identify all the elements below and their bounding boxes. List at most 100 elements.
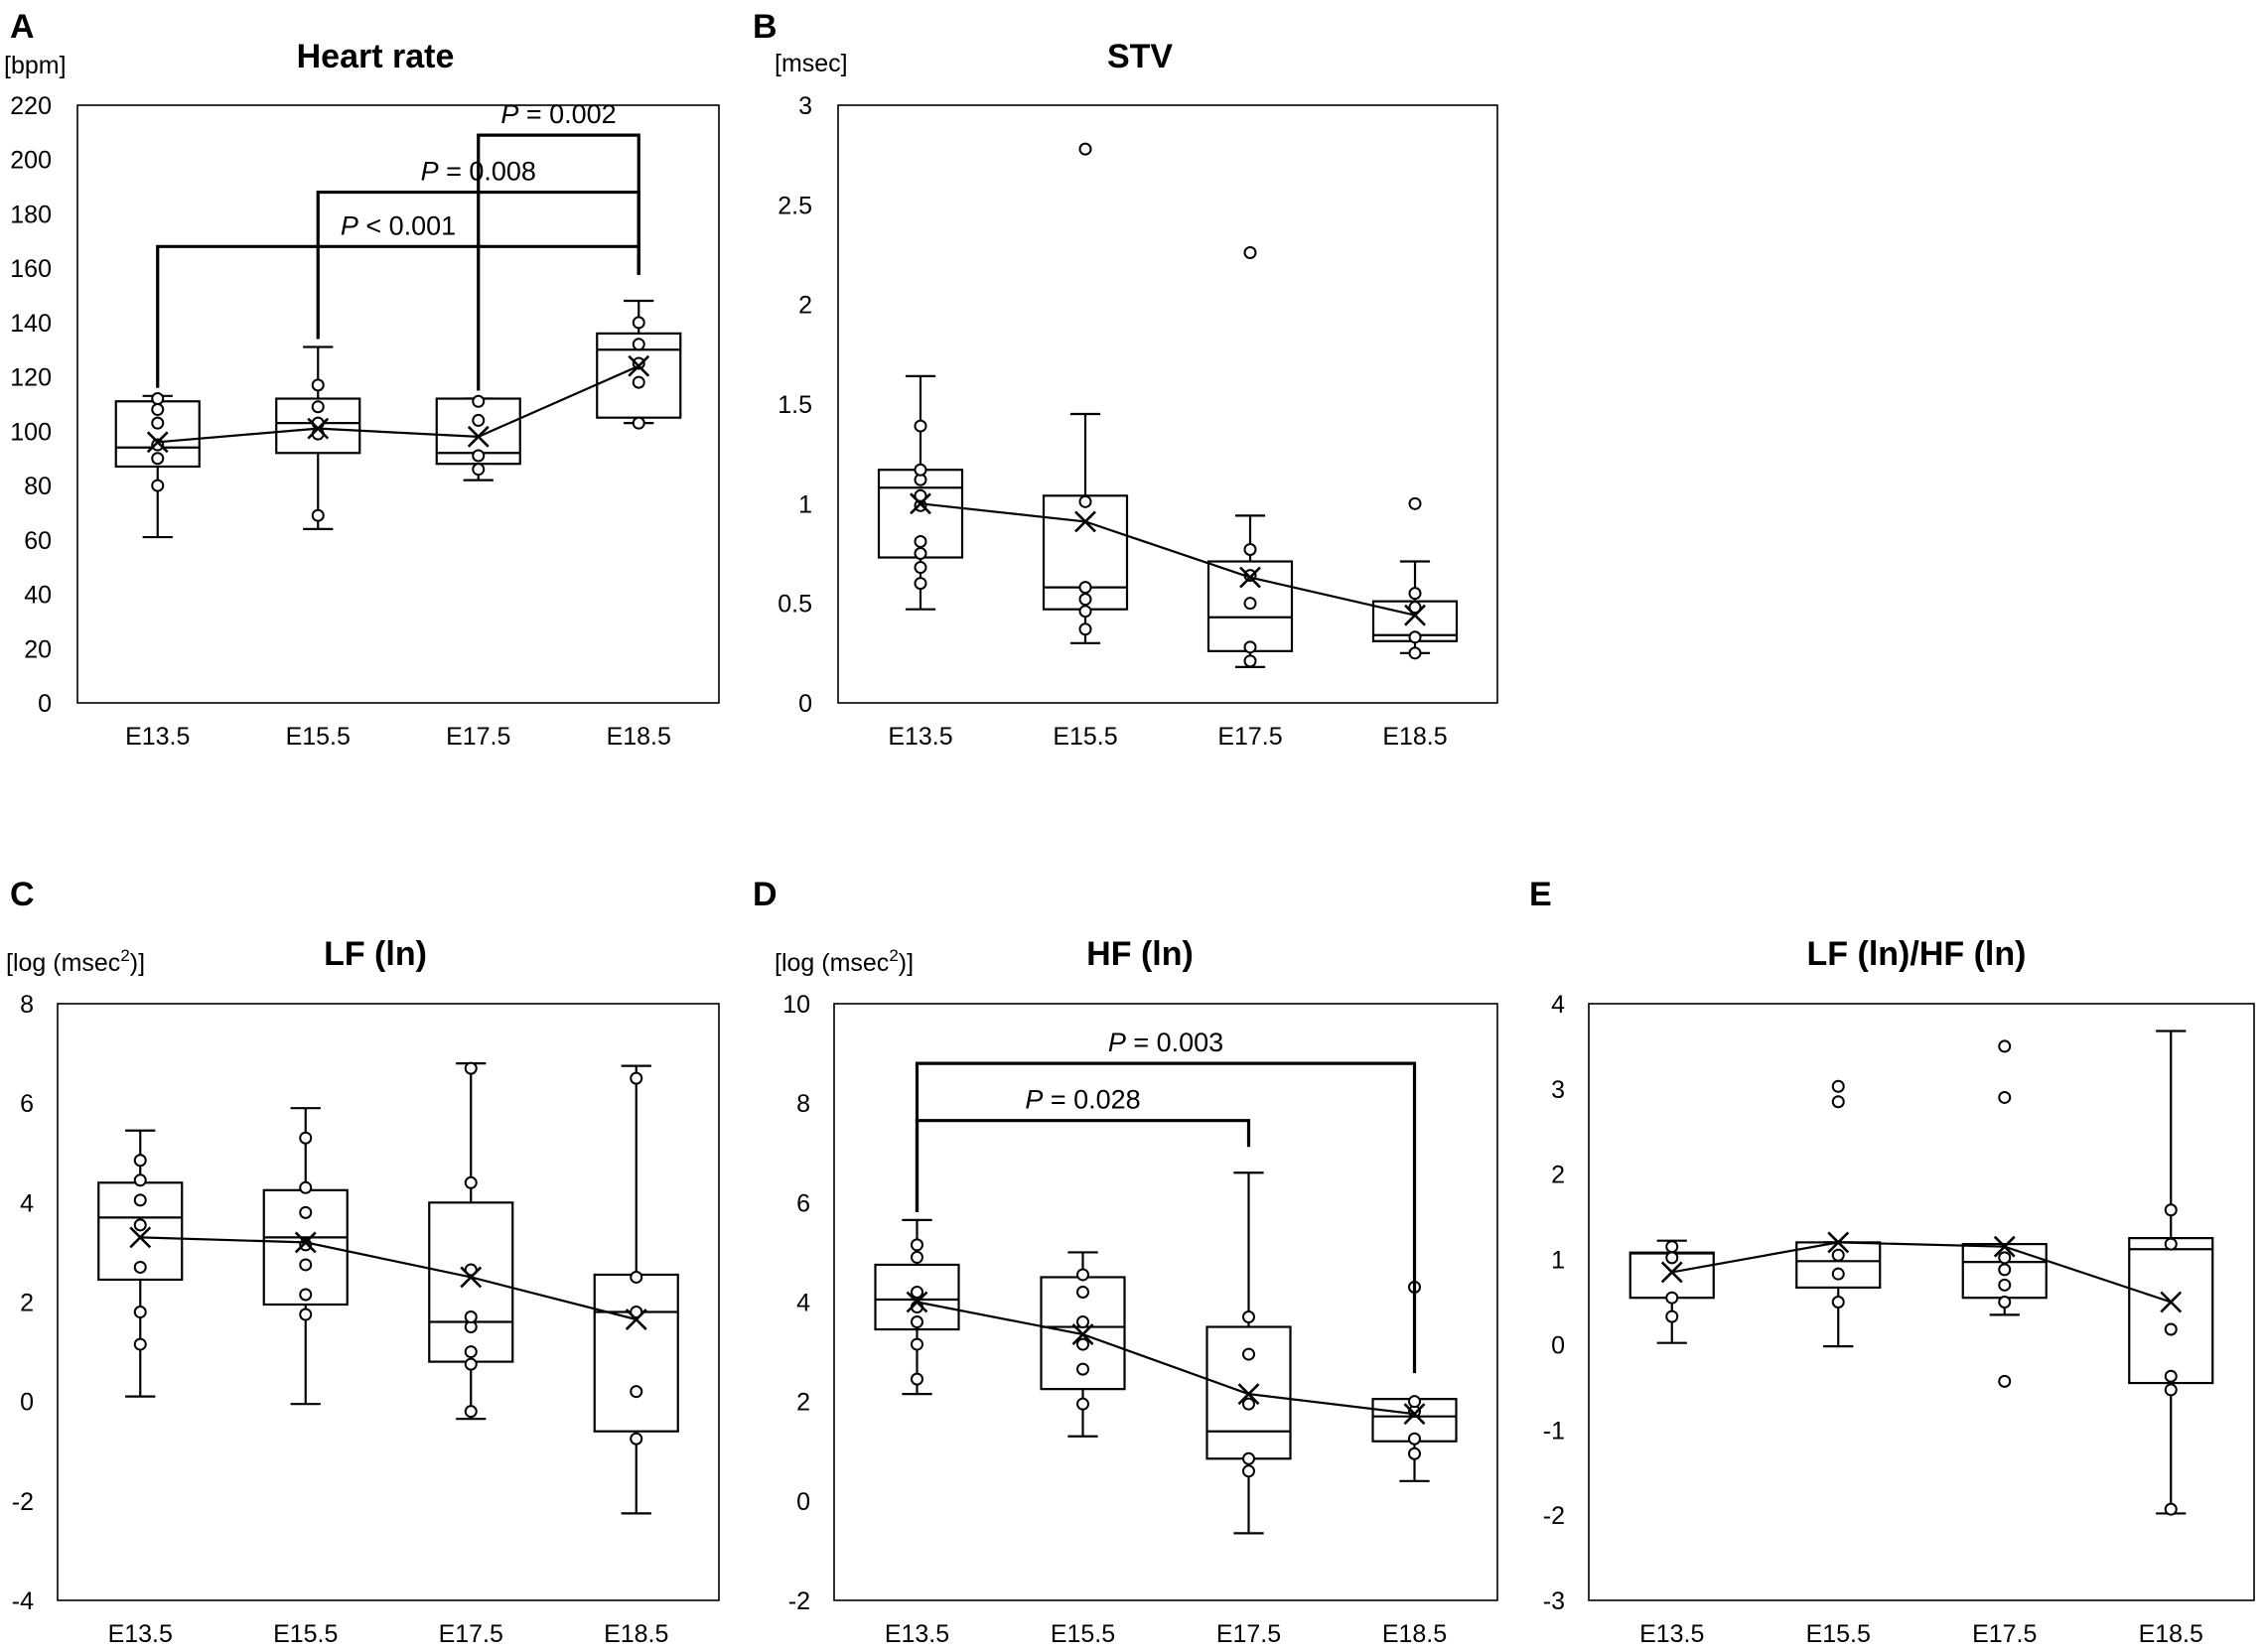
data-point <box>1078 494 1092 508</box>
panel-letter-a: A <box>10 8 35 46</box>
data-point <box>1242 1347 1255 1361</box>
data-point <box>911 1372 923 1386</box>
data-point <box>133 1260 147 1274</box>
y-tick-label: -3 <box>1543 1587 1565 1615</box>
y-axis-label-sup-d: 2 <box>889 946 898 965</box>
y-tick-label: 2 <box>20 1290 34 1317</box>
mean-marker <box>467 425 490 448</box>
data-point <box>311 378 325 392</box>
mean-marker-stroke <box>460 1266 483 1289</box>
y-tick-label: 6 <box>20 1090 34 1118</box>
data-point <box>2164 1383 2178 1397</box>
y-tick-label: 160 <box>10 255 52 283</box>
y-tick-label: 2.5 <box>778 192 812 219</box>
data-point <box>914 577 927 591</box>
p-value-text: = 0.003 <box>1126 1028 1223 1057</box>
data-point <box>299 1180 313 1194</box>
mean-marker <box>1993 1235 2016 1258</box>
x-tick-label: E18.5 <box>607 723 671 751</box>
x-tick-label: E18.5 <box>604 1620 668 1648</box>
mean-marker-stroke <box>294 1231 317 1254</box>
data-point <box>133 1337 147 1351</box>
y-tick-label: 0 <box>1551 1331 1565 1359</box>
data-point <box>1998 1278 2012 1292</box>
box-iqr <box>593 1273 679 1433</box>
mean-marker-stroke <box>2160 1291 2183 1313</box>
data-point <box>1242 1451 1255 1465</box>
data-point <box>911 1250 923 1264</box>
x-tick-label: E17.5 <box>1972 1620 2037 1648</box>
mean-marker <box>1404 604 1426 626</box>
data-point <box>1243 597 1257 611</box>
mean-marker <box>129 1226 152 1249</box>
data-point <box>1242 1310 1255 1324</box>
y-tick-label: 4 <box>20 1189 34 1217</box>
data-point <box>630 1432 643 1446</box>
data-point <box>1831 1248 1845 1262</box>
data-point <box>1408 587 1422 601</box>
y-tick-label: -2 <box>788 1587 810 1615</box>
y-tick-label: 0 <box>796 1488 810 1516</box>
data-point <box>472 413 486 427</box>
y-tick-label: 140 <box>10 310 52 338</box>
p-value-text: = 0.008 <box>439 157 536 187</box>
data-point <box>1665 1251 1679 1265</box>
x-tick-label: E15.5 <box>1053 723 1117 751</box>
plot-area-stv <box>837 104 1498 704</box>
data-point <box>1076 1397 1089 1411</box>
mean-marker <box>910 492 931 515</box>
y-tick-label: 4 <box>796 1290 810 1317</box>
data-point <box>914 561 927 575</box>
data-point <box>1243 542 1257 556</box>
mean-marker <box>1660 1261 1683 1284</box>
data-point <box>151 402 165 416</box>
y-tick-label: 100 <box>10 418 52 446</box>
x-tick-label: E13.5 <box>1639 1620 1704 1648</box>
data-point <box>914 534 927 548</box>
mean-marker-stroke <box>146 431 169 454</box>
data-point <box>133 1306 147 1319</box>
data-point <box>311 400 325 414</box>
p-value-symbol: P <box>1108 1028 1126 1057</box>
mean-marker-stroke <box>625 1308 647 1330</box>
y-tick-label: 200 <box>10 147 52 175</box>
mean-marker <box>2160 1291 2183 1313</box>
y-axis-label-bpm: [bpm] <box>4 52 67 79</box>
x-tick-label: E13.5 <box>885 1620 949 1648</box>
data-point <box>151 452 165 466</box>
y-tick-label: 80 <box>24 473 52 500</box>
mean-marker <box>1239 566 1261 589</box>
data-point <box>1408 630 1422 644</box>
mean-marker-stroke <box>1239 566 1261 589</box>
data-point <box>1242 1464 1255 1478</box>
x-tick-label: E15.5 <box>286 723 351 751</box>
y-tick-label: -4 <box>12 1587 34 1615</box>
mean-trend-line <box>920 502 1416 617</box>
significance-bracket <box>915 1119 1251 1212</box>
data-point <box>1076 1337 1089 1351</box>
y-tick-label: 1.5 <box>778 391 812 419</box>
panel-letter-d: D <box>753 876 778 913</box>
data-point <box>1078 581 1092 595</box>
data-point <box>464 1357 478 1371</box>
mean-marker <box>1071 1323 1094 1345</box>
data-point <box>1076 1362 1089 1376</box>
data-point <box>464 1175 478 1189</box>
data-point <box>1408 646 1422 660</box>
panel-letter-b: B <box>753 8 778 46</box>
mean-marker-stroke <box>1993 1235 2016 1258</box>
mean-marker-stroke <box>467 425 490 448</box>
y-tick-label: 60 <box>24 527 52 555</box>
mean-marker <box>1074 510 1096 533</box>
data-point <box>632 316 645 330</box>
x-tick-label: E15.5 <box>1806 1620 1871 1648</box>
x-tick-label: E13.5 <box>108 1620 173 1648</box>
mean-marker-stroke <box>1074 510 1096 533</box>
mean-marker <box>294 1231 317 1254</box>
data-point <box>1998 1090 2012 1104</box>
data-point <box>1998 1263 2012 1277</box>
data-point <box>299 1131 313 1145</box>
mean-marker <box>1827 1231 1850 1254</box>
y-tick-label: 0.5 <box>778 591 812 619</box>
y-axis-label-log-msec2-d: [log (msec2)] <box>775 946 914 977</box>
